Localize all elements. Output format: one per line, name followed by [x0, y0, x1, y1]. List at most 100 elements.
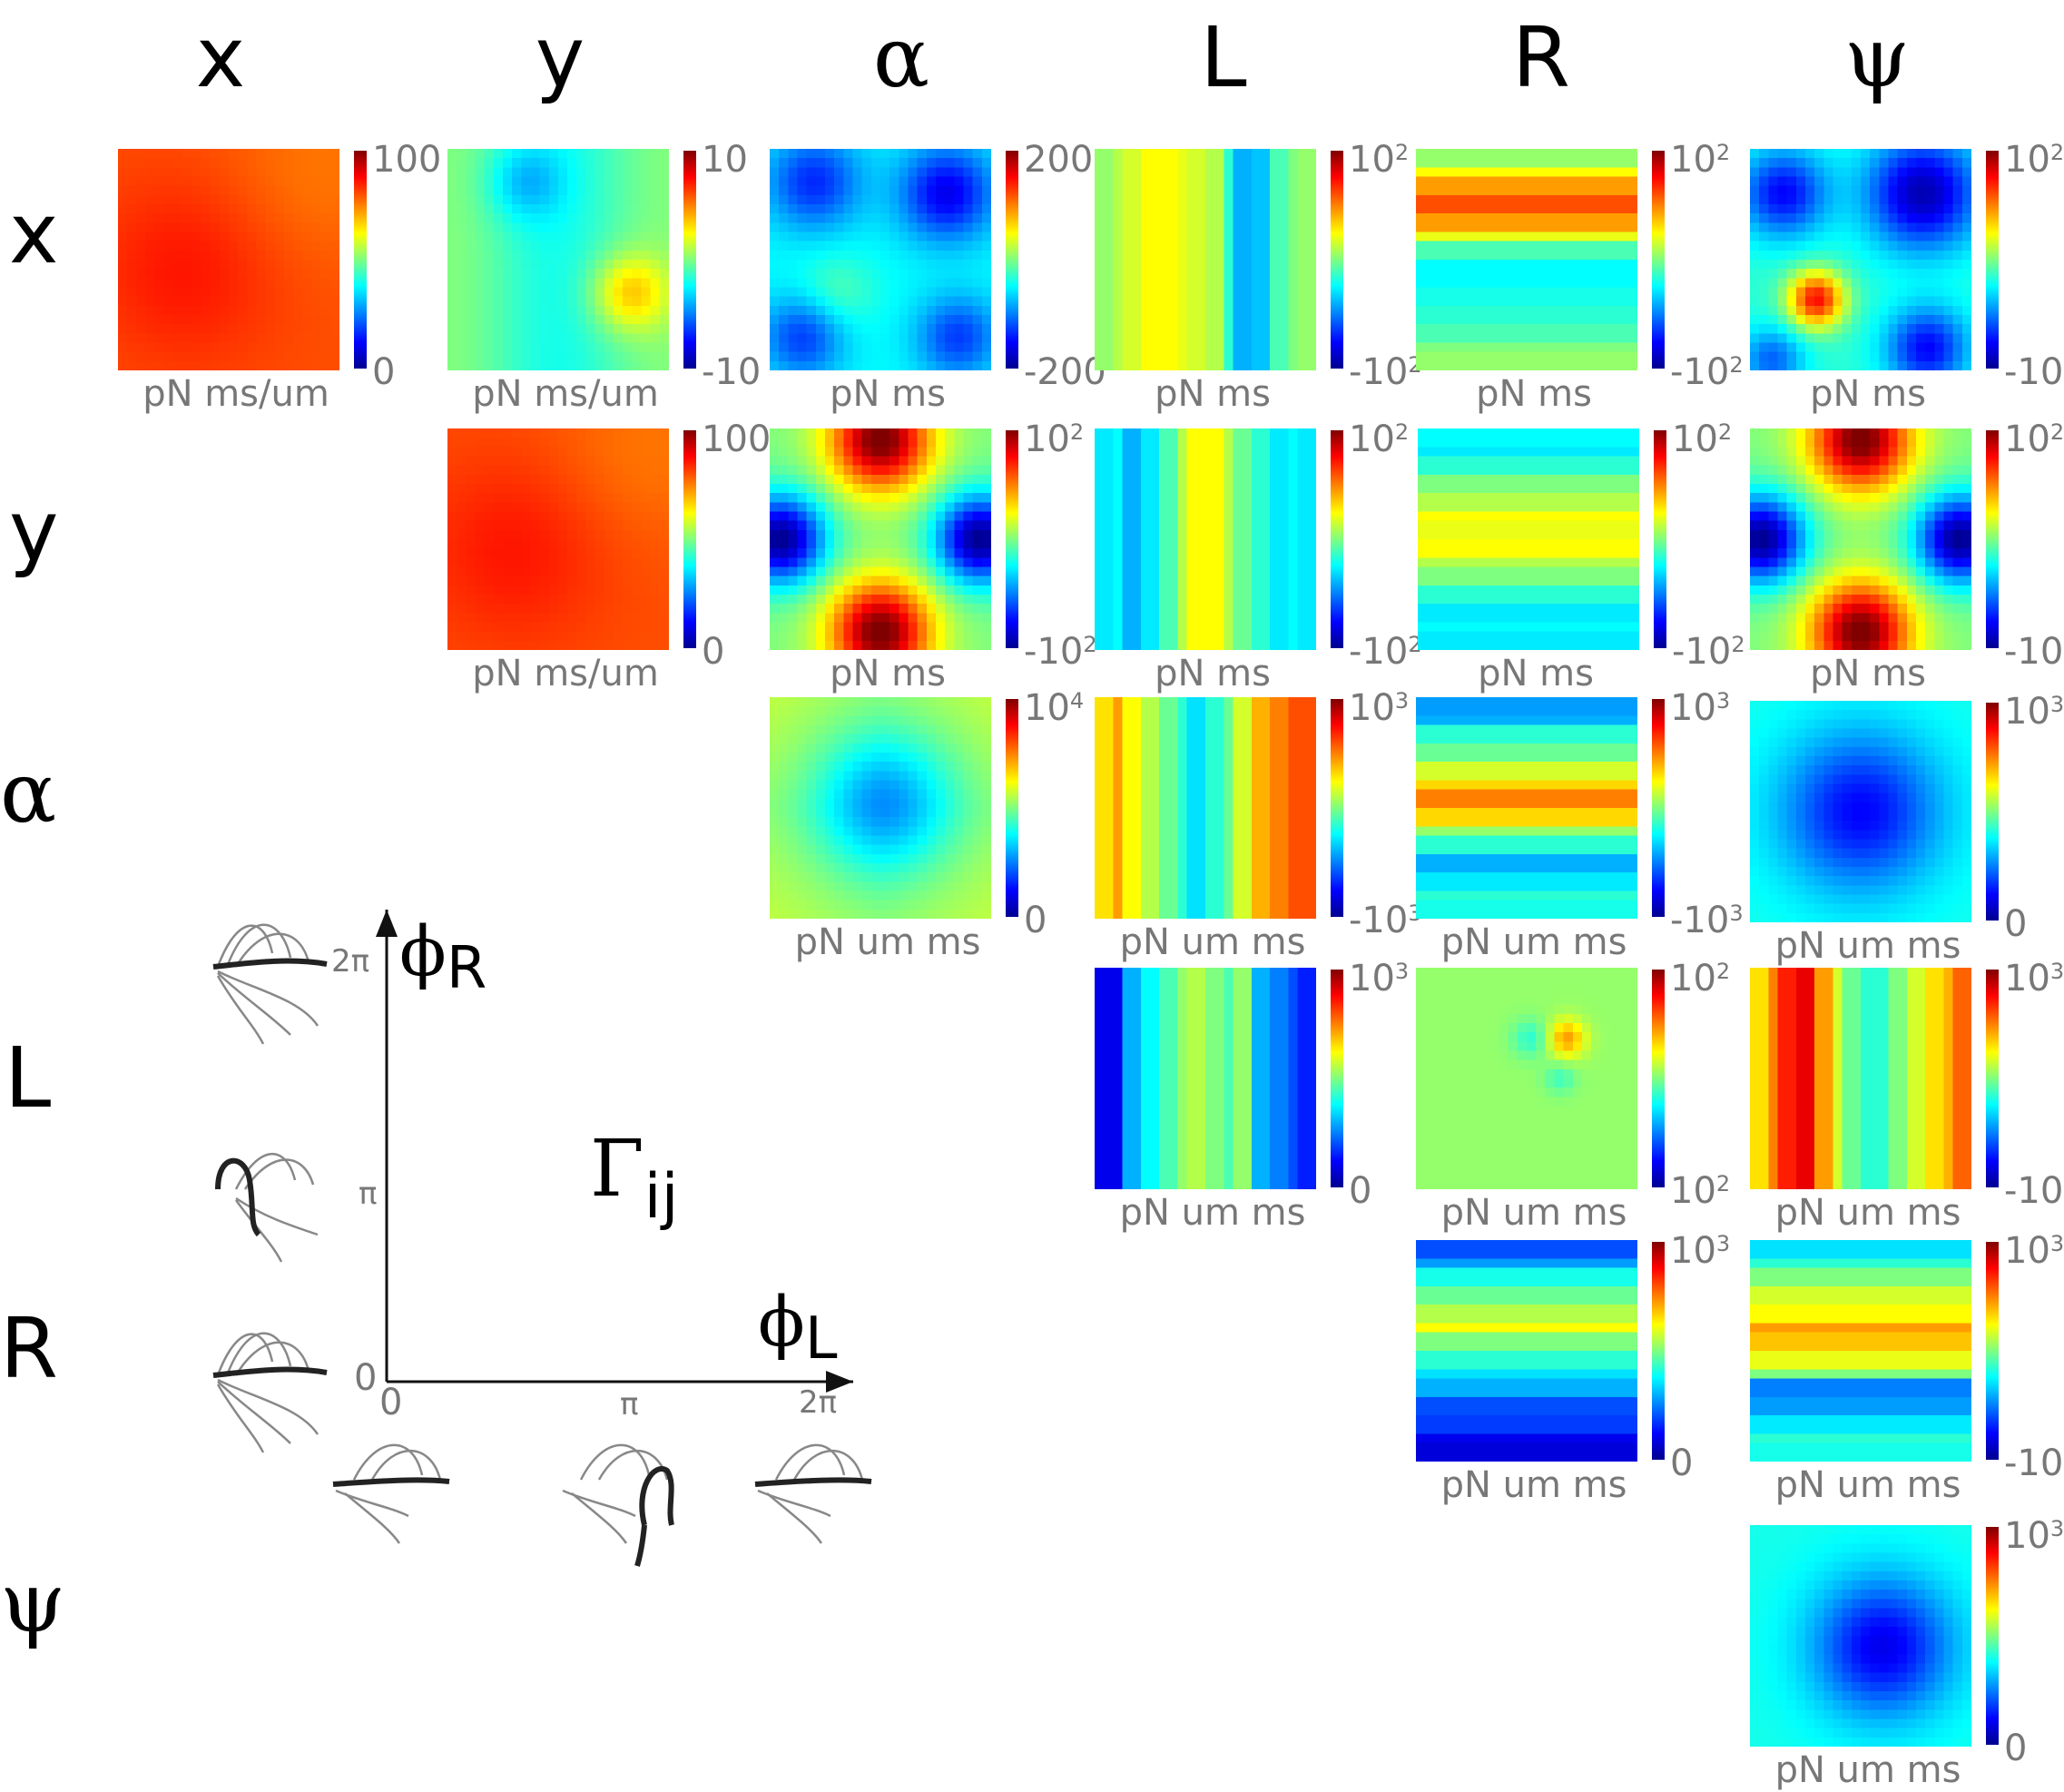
colorbar: [1986, 430, 1999, 648]
colorbar-max-tick: 103: [2004, 958, 2064, 999]
heatmap-image: [447, 428, 669, 650]
colorbar: [1652, 699, 1665, 917]
unit-label: pN um ms: [1440, 1192, 1627, 1234]
y-tick-2pi: 2π: [331, 943, 370, 980]
colorbar-min-tick: -102: [1670, 351, 1744, 393]
flagella-sketch-icon: [212, 1332, 328, 1453]
unit-label: pN ms: [1810, 653, 1926, 694]
col-header-R: R: [1512, 9, 1570, 106]
colorbar-max-tick: 103: [1670, 687, 1731, 729]
colorbar-min-tick: -200: [1024, 351, 1106, 393]
x-axis-symbol: ϕ: [758, 1281, 805, 1362]
colorbar-max-tick: 102: [2004, 418, 2064, 460]
heatmap-image: [770, 428, 991, 650]
y-axis-subscript: R: [446, 935, 487, 1002]
colorbar: [1331, 430, 1343, 648]
colorbar-max-tick: 102: [2004, 139, 2064, 181]
colorbar-max-tick: 102: [1024, 418, 1085, 460]
colorbar: [1331, 699, 1343, 917]
colorbar: [683, 151, 696, 369]
colorbar-max-tick: 103: [2004, 1230, 2064, 1272]
x-tick-pi: π: [620, 1386, 639, 1423]
colorbar: [683, 430, 696, 648]
heatmap-image: [1416, 1240, 1637, 1462]
heatmap-image: [1750, 701, 1971, 922]
unit-label: pN ms: [830, 373, 946, 415]
colorbar-min-tick: -103: [2004, 1442, 2064, 1484]
heatmap-image: [1095, 968, 1316, 1189]
colorbar: [1986, 1242, 1999, 1460]
heatmap-image: [1750, 428, 1971, 650]
unit-label: pN ms/um: [472, 373, 659, 415]
colorbar: [1331, 151, 1343, 369]
x-tick-2pi: 2π: [799, 1384, 838, 1421]
colorbar-min-tick: 0: [2004, 903, 2028, 945]
colorbar: [1986, 970, 1999, 1187]
heatmap-image: [770, 149, 991, 370]
heatmap-image: [1095, 149, 1316, 370]
colorbar-max-tick: 103: [2004, 691, 2064, 733]
col-header-y: y: [535, 9, 585, 106]
colorbar-max-tick: 102: [1670, 958, 1731, 999]
colorbar-max-tick: 102: [1349, 139, 1410, 181]
heatmap-image: [1095, 697, 1316, 919]
unit-label: pN um ms: [1774, 1192, 1961, 1234]
colorbar: [1652, 970, 1665, 1187]
heatmap-image: [1416, 697, 1637, 919]
x-axis-label: ϕL: [758, 1287, 837, 1369]
colorbar-min-tick: -102: [1024, 631, 1097, 673]
colorbar-max-tick: 102: [1670, 139, 1731, 181]
unit-label: pN um ms: [1119, 921, 1306, 963]
colorbar-min-tick: -102: [2004, 631, 2064, 673]
colorbar-min-tick: 0: [702, 631, 725, 673]
x-axis-subscript: L: [804, 1305, 838, 1373]
row-header-y: y: [9, 483, 59, 580]
flagella-sketch-icon: [754, 1443, 872, 1544]
colorbar-max-tick: 100: [372, 139, 442, 181]
colorbar: [1654, 430, 1666, 648]
col-header-alpha: α: [872, 9, 930, 106]
colorbar-max-tick: 104: [1024, 687, 1085, 729]
unit-label: pN ms/um: [143, 373, 329, 415]
colorbar-min-tick: -102: [1349, 631, 1422, 673]
colorbar: [1006, 430, 1018, 648]
unit-label: pN ms: [830, 653, 946, 694]
colorbar-max-tick: 103: [1349, 687, 1410, 729]
col-header-psi: ψ: [1843, 9, 1911, 106]
colorbar-min-tick: -103: [1349, 900, 1422, 941]
colorbar-min-tick: 0: [372, 351, 396, 393]
heatmap-image: [1095, 428, 1316, 650]
unit-label: pN um ms: [1774, 1464, 1961, 1506]
colorbar-max-tick: 102: [1672, 418, 1733, 460]
colorbar-min-tick: -103: [2004, 1170, 2064, 1212]
colorbar: [1331, 970, 1343, 1187]
colorbar-min-tick: -103: [1670, 900, 1744, 941]
gamma-ij-label: Γij: [590, 1130, 678, 1228]
heatmap-image: [447, 149, 669, 370]
col-header-x: x: [195, 9, 246, 106]
row-header-alpha: α: [0, 744, 57, 842]
heatmap-image: [770, 697, 991, 919]
gamma-symbol: Γ: [590, 1124, 644, 1215]
colorbar-min-tick: 0: [1349, 1170, 1372, 1212]
colorbar: [354, 151, 367, 369]
flagella-sketch-icon: [332, 1443, 450, 1544]
x-tick-0: 0: [379, 1382, 403, 1423]
colorbar-min-tick: 0: [1024, 900, 1047, 941]
colorbar: [1986, 1527, 1999, 1745]
unit-label: pN ms/um: [472, 653, 659, 694]
unit-label: pN ms: [1476, 373, 1592, 415]
gamma-subscript: ij: [644, 1161, 679, 1233]
colorbar-max-tick: 103: [1349, 958, 1410, 999]
colorbar-min-tick: 0: [1670, 1442, 1694, 1484]
heatmap-image: [1750, 149, 1971, 370]
flagella-sketch-icon: [212, 923, 328, 1045]
colorbar: [1986, 703, 1999, 921]
colorbar-min-tick: -10: [702, 351, 762, 393]
row-header-L: L: [5, 1029, 52, 1127]
colorbar: [1006, 151, 1018, 369]
unit-label: pN um ms: [1774, 1749, 1961, 1791]
row-header-x: x: [9, 185, 59, 282]
